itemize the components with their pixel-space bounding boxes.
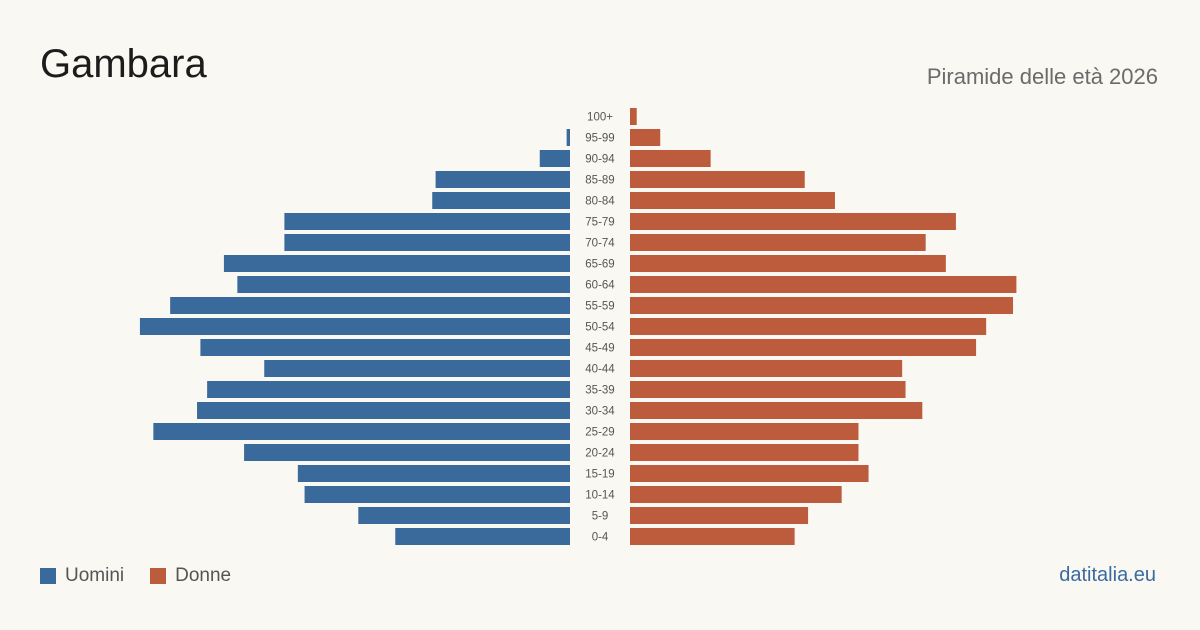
- legend-item-men: Uomini: [40, 565, 124, 587]
- age-label-60-64: 60-64: [585, 280, 615, 292]
- age-label-55-59: 55-59: [585, 301, 614, 313]
- age-label-20-24: 20-24: [585, 448, 615, 460]
- bar-men-50-54: [139, 318, 571, 335]
- bar-women-50-54: [630, 318, 987, 335]
- bar-women-90-94: [630, 150, 711, 167]
- bar-men-65-69: [223, 255, 571, 272]
- bar-women-55-59: [630, 297, 1014, 314]
- age-label-40-44: 40-44: [585, 364, 615, 376]
- bar-women-70-74: [630, 234, 926, 251]
- age-label-65-69: 65-69: [585, 259, 614, 271]
- age-label-25-29: 25-29: [585, 427, 614, 439]
- legend-item-women: Donne: [150, 565, 231, 587]
- age-label-70-74: 70-74: [585, 238, 615, 250]
- age-label-50-54: 50-54: [585, 322, 615, 334]
- bar-women-0-4: [630, 528, 795, 545]
- bar-women-100plus: [630, 108, 637, 125]
- age-label-75-79: 75-79: [585, 217, 614, 229]
- bar-women-75-79: [630, 213, 956, 230]
- bar-women-85-89: [630, 171, 805, 188]
- age-label-90-94: 90-94: [585, 154, 615, 166]
- bar-men-30-34: [197, 402, 571, 419]
- legend: Uomini Donne: [40, 565, 257, 587]
- chart-subtitle: Piramide delle età 2026: [926, 64, 1158, 89]
- page-title: Gambara: [40, 42, 207, 86]
- brand-link[interactable]: datitalia.eu: [1059, 564, 1156, 586]
- bar-men-90-94: [539, 150, 570, 167]
- age-label-35-39: 35-39: [585, 385, 614, 397]
- legend-label-women: Donne: [175, 565, 232, 586]
- age-label-0-4: 0-4: [592, 532, 609, 544]
- population-pyramid-chart: 100+ 95-99 90-94 85-89 80-84 75-79 70-74 65-69 6…: [139, 108, 1017, 545]
- age-label-95-99: 95-99: [585, 133, 614, 145]
- age-label-30-34: 30-34: [585, 406, 615, 418]
- age-label-100plus: 100+: [587, 112, 613, 124]
- bar-women-15-19: [630, 465, 869, 482]
- legend-swatch-men: [40, 568, 56, 584]
- bar-men-85-89: [435, 171, 570, 188]
- bar-men-70-74: [284, 234, 570, 251]
- bar-men-25-29: [153, 423, 571, 440]
- age-label-85-89: 85-89: [585, 175, 614, 187]
- bar-men-0-4: [395, 528, 570, 545]
- bar-men-80-84: [432, 192, 570, 209]
- bar-men-55-59: [170, 297, 570, 314]
- legend-swatch-women: [150, 568, 167, 584]
- bar-men-15-19: [297, 465, 570, 482]
- bar-men-75-79: [284, 213, 570, 230]
- bar-women-35-39: [630, 381, 906, 398]
- age-label-15-19: 15-19: [585, 469, 614, 481]
- bar-men-60-64: [237, 276, 571, 293]
- bar-women-30-34: [630, 402, 923, 419]
- bar-women-5-9: [630, 507, 809, 524]
- bar-men-40-44: [264, 360, 570, 377]
- bar-men-45-49: [200, 339, 570, 356]
- women-bars-group: [630, 108, 1017, 545]
- age-labels-group: 100+ 95-99 90-94 85-89 80-84 75-79 70-74 65-69 6…: [585, 112, 615, 544]
- age-label-10-14: 10-14: [585, 490, 615, 502]
- bar-women-20-24: [630, 444, 859, 461]
- bar-men-20-24: [244, 444, 570, 461]
- bar-women-60-64: [630, 276, 1017, 293]
- bar-men-10-14: [304, 486, 570, 503]
- bar-men-5-9: [358, 507, 570, 524]
- bar-women-40-44: [630, 360, 903, 377]
- age-label-45-49: 45-49: [585, 343, 614, 355]
- bar-women-95-99: [630, 129, 661, 146]
- bar-men-35-39: [207, 381, 570, 398]
- bar-men-95-99: [566, 129, 570, 146]
- bar-women-10-14: [630, 486, 842, 503]
- age-label-5-9: 5-9: [592, 511, 609, 523]
- bar-women-65-69: [630, 255, 946, 272]
- bar-women-80-84: [630, 192, 835, 209]
- men-bars-group: [139, 129, 571, 545]
- bar-women-25-29: [630, 423, 859, 440]
- bar-women-45-49: [630, 339, 977, 356]
- age-label-80-84: 80-84: [585, 196, 615, 208]
- legend-label-men: Uomini: [65, 565, 125, 586]
